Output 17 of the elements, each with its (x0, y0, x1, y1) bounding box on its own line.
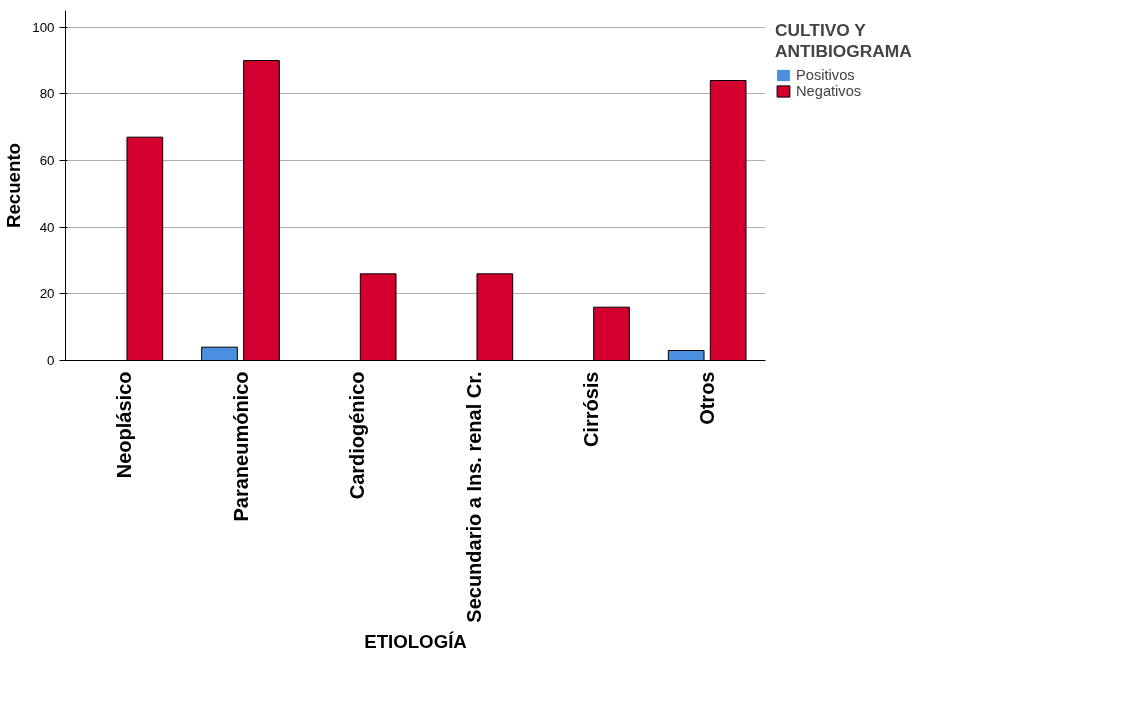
legend-title: CULTIVO Y ANTIBIOGRAMA (775, 20, 912, 62)
x-tick-label: Otros (696, 371, 719, 425)
x-axis-title: ETIOLOGÍA (364, 630, 467, 652)
y-axis-title: Recuento (3, 142, 25, 228)
legend-label: Positivos (796, 67, 855, 83)
legend-label: Negativos (796, 83, 862, 99)
y-tick-label: 20 (39, 286, 55, 302)
x-tick-label: Paraneumónico (229, 371, 252, 522)
x-tick-label: Secundario a Ins. renal Cr. (462, 371, 485, 623)
x-tick-label: Neoplásico (112, 371, 135, 479)
y-tick-label: 60 (39, 153, 55, 168)
y-tick-label: 80 (39, 86, 55, 102)
y-tick-label: 100 (32, 19, 55, 35)
x-tick-label: Cirrósis (579, 371, 602, 448)
x-tick-label: Cardiogénico (346, 371, 369, 500)
y-tick-label: 40 (39, 219, 55, 235)
y-tick-label: 0 (47, 353, 55, 368)
